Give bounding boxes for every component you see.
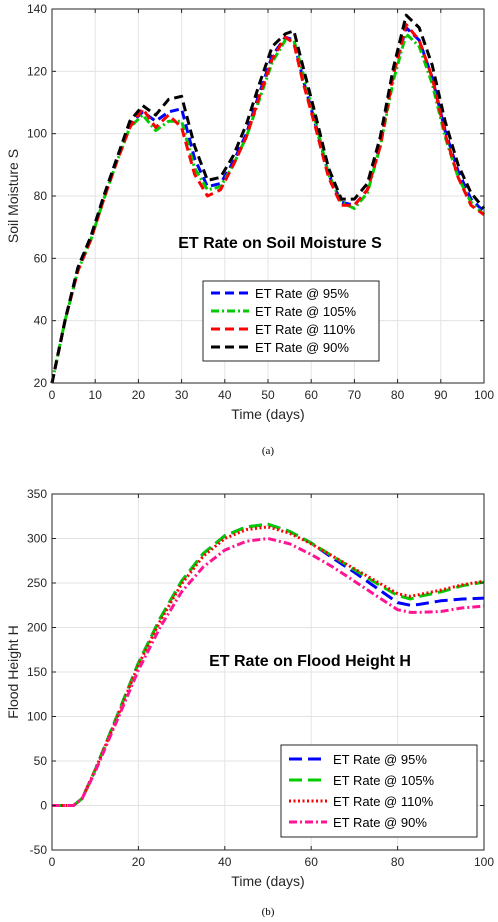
y-tick-label: 20 (34, 376, 48, 390)
x-tick-label: 60 (305, 388, 319, 402)
x-tick-label: 10 (89, 388, 103, 402)
x-tick-label: 90 (434, 388, 448, 402)
chart-b: 0 20 40 60 80 100-50050100150200250300350Time… (5, 487, 494, 918)
y-tick-label: 300 (27, 532, 47, 546)
y-tick-label: 100 (27, 127, 47, 141)
x-tick-label: 100 (474, 855, 494, 869)
x-tick-label: 0 (49, 855, 56, 869)
x-tick-label: 50 (261, 388, 275, 402)
y-tick-label: 100 (27, 710, 47, 724)
series-group (52, 522, 485, 807)
legend-label-1: ET Rate @ 95% (255, 286, 349, 301)
y-tick-label: 60 (34, 251, 48, 265)
x-tick-label: 60 (305, 855, 319, 869)
y-tick-label: 40 (34, 314, 48, 328)
y-tick-label: 250 (27, 576, 47, 590)
legend-label-3: ET Rate @ 110% (255, 322, 356, 337)
chart-title: ET Rate on Soil Moisture S (178, 235, 382, 252)
y-tick-label: 350 (27, 487, 47, 501)
ticks: 0 10 20 30 40 50 60 70 80 90 100 20 40 60 80 100 120 140 (27, 2, 494, 402)
x-tick-label: 70 (348, 388, 362, 402)
figure-caption: (a) (262, 445, 275, 457)
y-axis-label: Flood Height H (5, 625, 21, 718)
x-tick-label: 40 (218, 388, 232, 402)
x-tick-label: 30 (175, 388, 189, 402)
x-tick-label: 80 (391, 855, 405, 869)
chart-a: 0 10 20 30 40 50 60 70 80 90 100 20 40 60 80 100 120 140 T… (5, 2, 494, 457)
figure-caption: (b) (262, 906, 275, 918)
legend-label-4: ET Rate @ 90% (255, 340, 349, 355)
series-line-3 (52, 525, 485, 807)
x-tick-label: 40 (218, 855, 232, 869)
legend-label-4: ET Rate @ 90% (333, 815, 427, 830)
series-line-2 (50, 32, 486, 384)
legend-label-1: ET Rate @ 95% (333, 752, 427, 767)
x-axis-label: Time (days) (231, 873, 304, 889)
y-tick-label: 50 (34, 754, 48, 768)
legend-label-2: ET Rate @ 105% (255, 304, 357, 319)
series-group (50, 13, 486, 384)
y-tick-label: 0 (40, 799, 47, 813)
series-line-4 (50, 13, 486, 384)
y-axis-label: Soil Moisture S (5, 149, 21, 243)
legend-label-3: ET Rate @ 110% (333, 794, 434, 809)
chart-title: ET Rate on Flood Height H (209, 653, 411, 670)
x-tick-label: 0 (49, 388, 56, 402)
y-tick-label: -50 (30, 843, 48, 857)
y-tick-label: 80 (34, 189, 48, 203)
series-line-3 (50, 23, 485, 384)
x-tick-label: 20 (132, 388, 146, 402)
x-axis-label: Time (days) (231, 406, 304, 422)
series-line-4 (52, 537, 485, 807)
legend-box (280, 744, 478, 838)
legend: ET Rate @ 95% ET Rate @ 105% ET Rate @ 110… (202, 280, 380, 362)
y-tick-label: 150 (27, 665, 47, 679)
y-tick-label: 140 (27, 2, 47, 16)
x-tick-label: 20 (132, 855, 146, 869)
y-tick-label: 120 (27, 64, 47, 78)
y-tick-label: 200 (27, 621, 47, 635)
legend: ET Rate @ 95% ET Rate @ 105% ET Rate @ 110… (280, 744, 478, 838)
legend-label-2: ET Rate @ 105% (333, 773, 435, 788)
x-tick-label: 80 (391, 388, 405, 402)
x-tick-label: 100 (474, 388, 494, 402)
